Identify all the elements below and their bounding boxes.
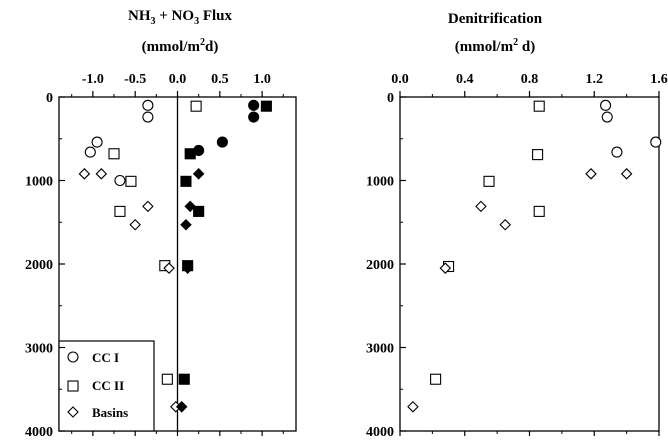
right-circle-point <box>611 146 623 158</box>
right-square-point <box>483 175 495 187</box>
right-circle-point <box>650 136 662 148</box>
right-diamond-point <box>407 401 419 413</box>
left-legend: CC I CC II Basins <box>58 340 155 432</box>
left-square-point <box>184 148 196 160</box>
right-x-tick-label: 1.6 <box>650 72 668 87</box>
left-x-tick-label: -1.0 <box>82 72 104 87</box>
left-diamond-point <box>78 168 91 180</box>
right-circle-point <box>601 111 613 123</box>
left-x-tick-label: -0.5 <box>124 72 146 87</box>
left-circle-point <box>216 136 228 148</box>
left-diamond-point <box>192 168 205 180</box>
left-chart-title: NH3 + NO3 Flux <box>128 8 232 27</box>
left-x-tick-label: 0.5 <box>211 72 229 87</box>
left-diamond-point <box>175 401 188 413</box>
right-chart-units: (mmol/m2 d) <box>455 37 535 55</box>
left-square-point <box>178 373 190 385</box>
left-x-tick-label: 0.0 <box>169 72 187 87</box>
left-square-point <box>108 148 120 160</box>
right-y-tick-label: 4000 <box>366 425 394 440</box>
left-circle-point <box>84 146 96 158</box>
right-y-tick-label: 0 <box>387 91 394 106</box>
left-square-point <box>260 100 272 112</box>
left-circle-point <box>142 111 154 123</box>
left-diamond-point <box>184 200 196 213</box>
left-square-point <box>125 175 137 187</box>
left-chart-units: (mmol/m2d) <box>142 37 219 55</box>
left-diamond-point <box>180 218 192 231</box>
left-circle-point <box>248 99 260 111</box>
left-diamond-point <box>95 168 108 180</box>
right-y-tick-label: 1000 <box>366 175 394 190</box>
left-circle-point <box>142 99 154 111</box>
right-diamond-point <box>439 262 452 274</box>
left-y-tick-label: 1000 <box>25 175 53 190</box>
left-square-point <box>114 205 126 217</box>
right-square-point <box>533 205 545 217</box>
legend-square-marker <box>67 380 79 392</box>
left-circle-point <box>114 174 126 187</box>
legend-label-cc-i: CC I <box>92 350 119 365</box>
legend-label-basins: Basins <box>92 405 128 420</box>
left-circle-point <box>248 111 260 123</box>
right-square-point <box>532 149 544 161</box>
left-y-tick-label: 0 <box>46 91 53 106</box>
left-square-point <box>193 205 205 217</box>
left-square-point <box>161 373 173 385</box>
left-diamond-point <box>142 200 154 213</box>
left-y-tick-label: 4000 <box>25 425 53 440</box>
right-square-point <box>430 373 442 385</box>
legend-circle-marker <box>67 351 79 363</box>
left-diamond-point <box>163 262 175 274</box>
right-x-tick-label: 1.2 <box>586 72 604 87</box>
right-x-tick-label: 0.4 <box>456 72 474 87</box>
right-diamond-point <box>620 168 633 180</box>
right-diamond-point <box>585 168 597 180</box>
right-x-tick-label: 0.8 <box>521 72 539 87</box>
right-diamond-point <box>475 200 487 213</box>
left-y-tick-label: 2000 <box>25 258 53 273</box>
right-y-tick-label: 2000 <box>366 258 394 273</box>
legend-label-cc-ii: CC II <box>92 378 124 393</box>
right-diamond-point <box>499 218 511 231</box>
left-y-tick-label: 3000 <box>25 342 53 357</box>
left-x-tick-label: 1.0 <box>253 72 271 87</box>
right-square-point <box>533 100 545 112</box>
chart-marks: -1.0 -0.5 0.0 0.5 1.0 0 1000 2000 3000 4000 0.0 0.4… <box>25 72 668 440</box>
left-diamond-point <box>181 262 194 274</box>
left-square-point <box>180 175 192 187</box>
right-circle-point <box>600 99 612 111</box>
right-chart-title: Denitrification <box>448 11 543 27</box>
right-x-tick-label: 0.0 <box>391 72 409 87</box>
left-square-point <box>190 100 202 112</box>
right-y-tick-label: 3000 <box>366 342 394 357</box>
legend-diamond-marker <box>67 406 79 418</box>
left-circle-point <box>91 136 103 148</box>
left-diamond-point <box>129 218 141 231</box>
